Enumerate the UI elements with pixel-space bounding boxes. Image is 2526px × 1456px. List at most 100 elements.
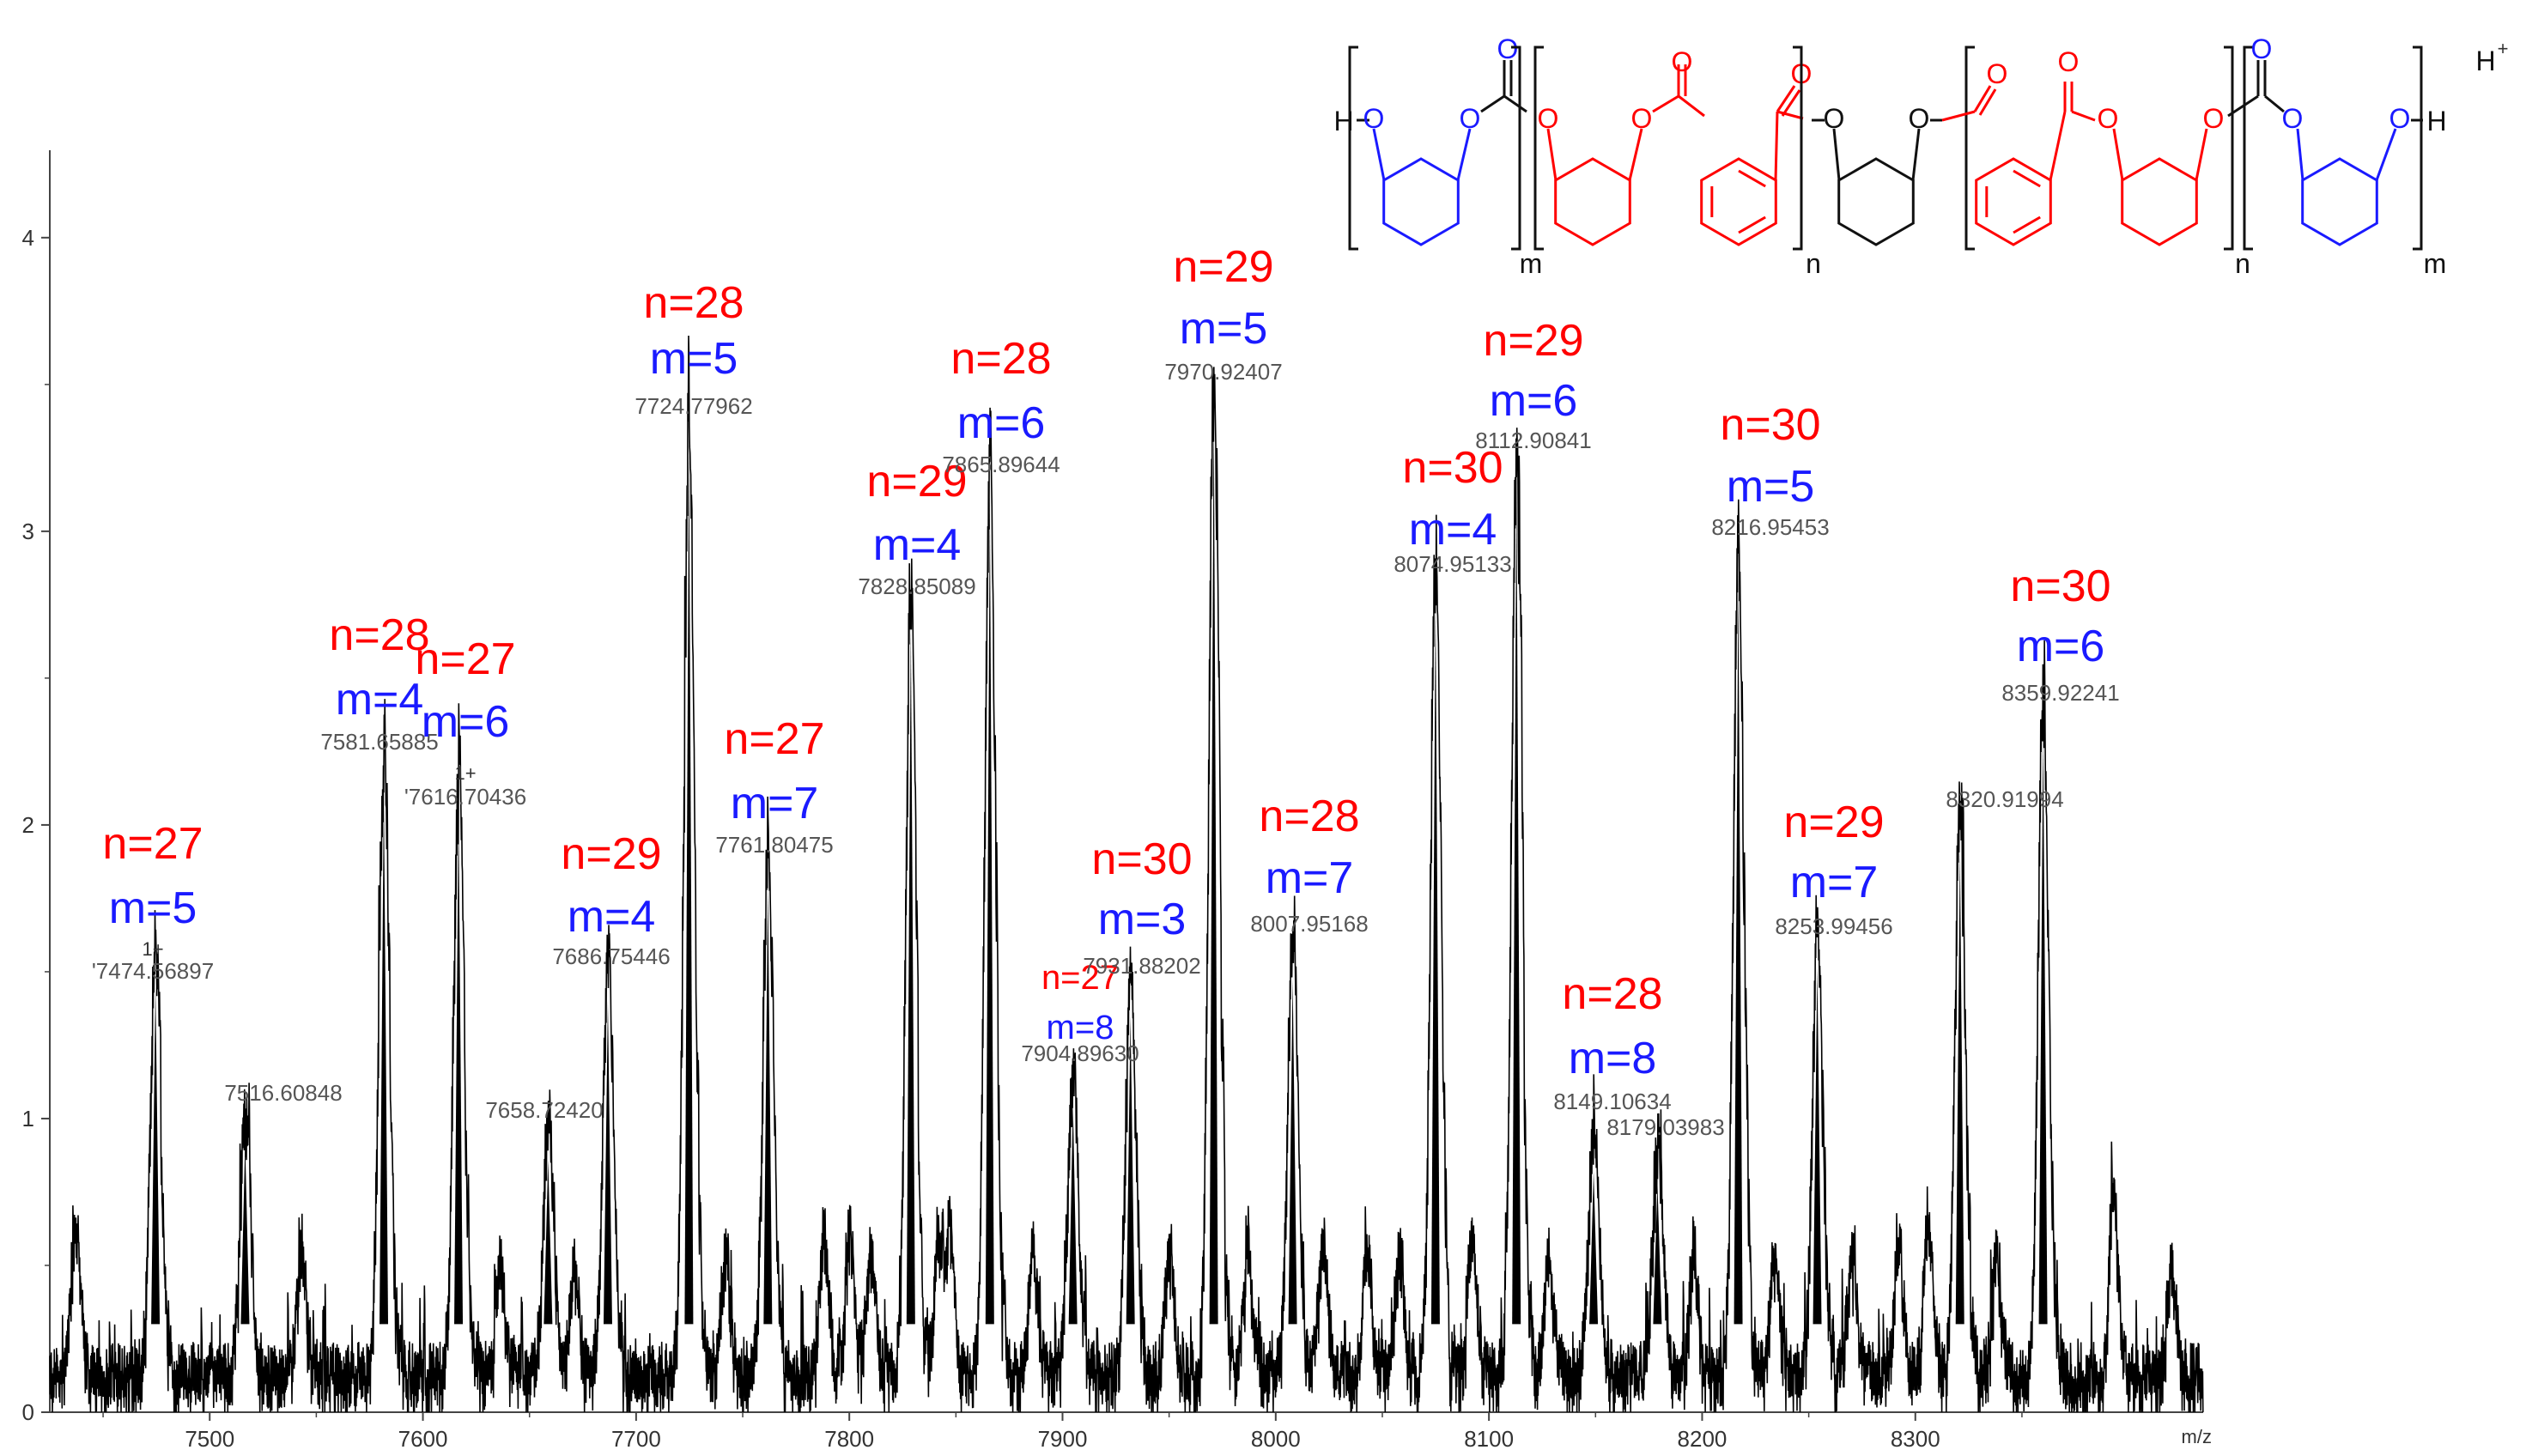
peak-mark bbox=[380, 786, 389, 1325]
repeat-subscript: m bbox=[2424, 248, 2447, 279]
y-tick-label: 1 bbox=[22, 1106, 34, 1131]
x-axis-unit-label: m/z bbox=[2182, 1426, 2212, 1447]
charge-state-label: 1+ bbox=[142, 938, 163, 960]
oxygen-atom: O bbox=[2389, 103, 2411, 134]
peak-mark bbox=[684, 437, 694, 1325]
m-annotation: m=6 bbox=[422, 697, 510, 747]
bond bbox=[1738, 169, 1766, 188]
oxygen-atom: O bbox=[1363, 103, 1385, 134]
m-annotation: m=4 bbox=[568, 892, 656, 942]
peak-mz-label: 8179.03983 bbox=[1606, 1114, 1724, 1140]
peak-mz-label: 7865.89644 bbox=[942, 452, 1060, 477]
m-annotation: m=4 bbox=[873, 520, 962, 570]
bond bbox=[2013, 215, 2041, 234]
spectrum-line bbox=[49, 335, 2204, 1413]
bond bbox=[1372, 128, 1386, 181]
n-annotation: n=29 bbox=[866, 457, 967, 507]
y-tick-label: 0 bbox=[22, 1399, 34, 1425]
peak-mark bbox=[1209, 404, 1218, 1325]
repeat-bracket bbox=[1511, 46, 1521, 251]
bond bbox=[2296, 128, 2304, 181]
peak-mark bbox=[151, 986, 161, 1325]
bond bbox=[1738, 215, 1766, 234]
peak-mz-label: 7581.65885 bbox=[320, 729, 438, 755]
peak-mz-label: 7904.89630 bbox=[1021, 1040, 1139, 1066]
peak-mark bbox=[1126, 1016, 1135, 1325]
peak-mark bbox=[1813, 966, 1822, 1325]
bond bbox=[1776, 110, 1804, 120]
bond bbox=[2195, 128, 2208, 181]
m-annotation: m=7 bbox=[1790, 858, 1879, 907]
x-tick-label: 8000 bbox=[1251, 1426, 1301, 1452]
repeat-bracket bbox=[2243, 46, 2253, 251]
bond bbox=[1941, 110, 1976, 122]
m-annotation: m=6 bbox=[1490, 376, 1578, 426]
n-annotation: n=27 bbox=[102, 819, 203, 869]
oxygen-atom: O bbox=[2098, 103, 2119, 134]
oxygen-atom: O bbox=[1909, 103, 1930, 134]
bond bbox=[2375, 128, 2397, 181]
peak-mz-label: 8320.91994 bbox=[1946, 786, 2063, 812]
n-annotation: n=27 bbox=[415, 634, 515, 684]
peak-mark bbox=[1653, 1183, 1662, 1325]
charge-state-label: 1+ bbox=[454, 762, 476, 784]
oxygen-atom: O bbox=[2058, 46, 2080, 77]
n-annotation: n=30 bbox=[2010, 561, 2110, 611]
m-annotation: m=6 bbox=[957, 398, 1046, 448]
peak-annotations: n=27m=51+'7474.568977516.60848n=28m=4758… bbox=[92, 242, 2120, 1140]
x-tick-label: 7800 bbox=[824, 1426, 874, 1452]
oxygen-atom: O bbox=[1460, 103, 1481, 134]
n-annotation: n=29 bbox=[1783, 798, 1884, 847]
x-tick-label: 7500 bbox=[185, 1426, 234, 1452]
peak-mark bbox=[906, 625, 915, 1325]
n-annotation: n=28 bbox=[1259, 792, 1359, 841]
n-annotation: n=30 bbox=[1720, 400, 1820, 450]
repeat-subscript: m bbox=[1520, 248, 1543, 279]
m-annotation: m=5 bbox=[1180, 304, 1268, 354]
peak-mz-label: 8112.90841 bbox=[1475, 428, 1591, 453]
n-annotation: n=28 bbox=[643, 278, 744, 328]
oxygen-atom: O bbox=[2203, 103, 2225, 134]
m-annotation: m=5 bbox=[1727, 462, 1815, 512]
m-annotation: m=5 bbox=[650, 334, 738, 384]
peak-mark bbox=[1955, 851, 1964, 1325]
x-tick-label: 7900 bbox=[1038, 1426, 1088, 1452]
peak-mz-label: 8074.95133 bbox=[1394, 551, 1511, 577]
peak-mz-label: 7931.88202 bbox=[1083, 953, 1200, 979]
peak-mark bbox=[985, 495, 994, 1325]
peak-mark bbox=[1589, 1171, 1599, 1325]
bond bbox=[2112, 128, 2124, 181]
m-annotation: m=8 bbox=[1047, 1009, 1114, 1046]
peak-mark bbox=[1430, 596, 1440, 1325]
peak-mark bbox=[543, 1159, 553, 1325]
peak-mark bbox=[763, 883, 773, 1325]
m-annotation: m=6 bbox=[2017, 622, 2105, 671]
n-annotation: n=27 bbox=[1041, 959, 1119, 997]
bond bbox=[1678, 94, 1705, 118]
m-annotation: m=8 bbox=[1569, 1034, 1657, 1083]
x-tick-label: 8300 bbox=[1891, 1426, 1940, 1452]
y-tick-label: 4 bbox=[22, 225, 34, 251]
m-annotation: m=5 bbox=[109, 883, 197, 933]
oxygen-atom: O bbox=[2282, 103, 2304, 134]
y-tick-label: 3 bbox=[22, 519, 34, 544]
bond bbox=[2013, 169, 2041, 188]
repeat-subscript: n bbox=[2235, 248, 2250, 279]
bond bbox=[2071, 110, 2096, 122]
bond bbox=[1776, 85, 1796, 112]
bond bbox=[2264, 94, 2285, 113]
repeat-bracket bbox=[1793, 46, 1803, 251]
x-tick-label: 8100 bbox=[1464, 1426, 1514, 1452]
peak-mark bbox=[2038, 731, 2048, 1325]
bond bbox=[1978, 88, 1997, 116]
bond bbox=[1973, 85, 1992, 112]
oxygen-atom: O bbox=[1987, 58, 2008, 89]
m-annotation: m=4 bbox=[1409, 505, 1497, 555]
repeat-bracket bbox=[1533, 46, 1544, 251]
peak-mz-label: 7658.72420 bbox=[485, 1097, 603, 1123]
n-annotation: n=28 bbox=[1562, 969, 1662, 1019]
peak-mz-label: 8253.99456 bbox=[1775, 913, 1892, 939]
peak-mz-label: '7616.70436 bbox=[404, 784, 526, 810]
